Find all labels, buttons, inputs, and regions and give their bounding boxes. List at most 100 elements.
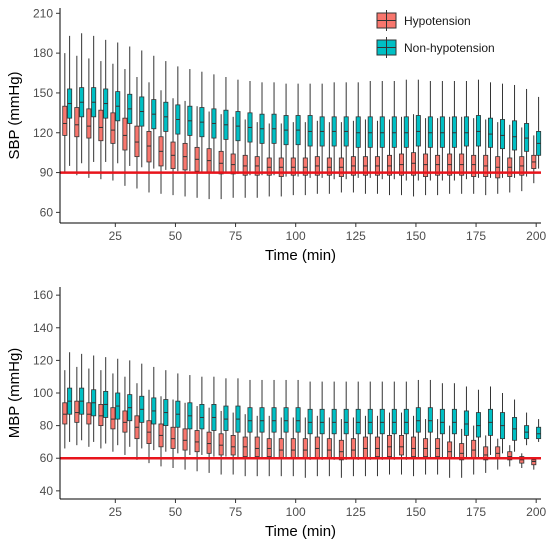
mbp-non-hypotension-box-85 bbox=[259, 407, 265, 433]
mbp-hypotension-box-65 bbox=[206, 431, 212, 454]
sbp-non-hypotension-box-160 bbox=[439, 116, 445, 148]
mbp-hypotension-box-120 bbox=[338, 439, 344, 461]
sbp-hypotension-box-140 bbox=[386, 154, 392, 176]
mbp-hypotension-box-95 bbox=[278, 438, 284, 459]
mbp-x-tick-label-100: 100 bbox=[286, 505, 306, 519]
sbp-y-tick-label-90: 90 bbox=[40, 166, 54, 180]
sbp-hypotension-box-105 bbox=[302, 157, 308, 176]
sbp-x-tick-label-125: 125 bbox=[346, 229, 366, 243]
legend: Hypotension Non-hypotension bbox=[376, 10, 495, 58]
sbp-x-tick-label-175: 175 bbox=[466, 229, 486, 243]
mbp-y-tick-label-140: 140 bbox=[33, 321, 53, 335]
mbp-hypotension-box-15 bbox=[86, 402, 92, 425]
mbp-hypotension-box-90 bbox=[266, 438, 272, 457]
sbp-non-hypotension-box-125 bbox=[355, 116, 361, 148]
mbp-hypotension-box-140 bbox=[386, 434, 392, 457]
mbp-non-hypotension-box-110 bbox=[319, 408, 325, 435]
sbp-hypotension-box-175 bbox=[471, 154, 477, 177]
mbp-y-tick-label-40: 40 bbox=[40, 484, 54, 498]
sbp-hypotension-box-75 bbox=[230, 153, 236, 175]
mbp-non-hypotension-box-140 bbox=[391, 408, 397, 435]
sbp-hypotension-box-90 bbox=[266, 157, 272, 176]
mbp-hypotension-box-150 bbox=[411, 436, 417, 457]
mbp-y-axis-title: MBP (mmHg) bbox=[6, 348, 23, 439]
sbp-x-axis-title: Time (min) bbox=[265, 247, 336, 264]
sbp-y-axis-title: SBP (mmHg) bbox=[6, 71, 23, 159]
sbp-hypotension-box-160 bbox=[435, 154, 441, 176]
sbp-hypotension-box-155 bbox=[423, 153, 429, 177]
sbp-x-tick-label-150: 150 bbox=[406, 229, 426, 243]
sbp-non-hypotension-box-180 bbox=[487, 117, 493, 148]
sbp-non-hypotension-box-195 bbox=[524, 123, 530, 152]
mbp-hypotension-box-5 bbox=[62, 402, 68, 425]
mbp-hypotension-box-20 bbox=[98, 404, 104, 427]
mbp-hypotension-box-190 bbox=[507, 451, 513, 461]
mbp-y-tick-label-100: 100 bbox=[33, 386, 53, 400]
mbp-hypotension-box-50 bbox=[170, 426, 176, 449]
mbp-non-hypotension-box-90 bbox=[271, 407, 277, 433]
sbp-hypotension-box-150 bbox=[411, 152, 417, 176]
sbp-y-tick-label-150: 150 bbox=[33, 86, 53, 100]
mbp-non-hypotension-box-150 bbox=[415, 407, 421, 433]
sbp-x-tick-label-50: 50 bbox=[169, 229, 183, 243]
mbp-x-tick-label-200: 200 bbox=[526, 505, 546, 519]
mbp-hypotension-box-100 bbox=[290, 438, 296, 459]
mbp-non-hypotension-box-105 bbox=[307, 408, 313, 435]
mbp-non-hypotension-box-120 bbox=[343, 408, 349, 435]
sbp-non-hypotension-box-145 bbox=[403, 116, 409, 148]
mbp-hypotension-box-110 bbox=[314, 436, 320, 459]
legend-label-hypotension: Hypotension bbox=[404, 14, 471, 28]
sbp-hypotension-box-70 bbox=[218, 150, 224, 175]
mbp-hypotension-box-75 bbox=[230, 434, 236, 456]
mbp-x-tick-label-50: 50 bbox=[169, 505, 183, 519]
sbp-hypotension-box-35 bbox=[134, 125, 140, 158]
sbp-x-tick-label-25: 25 bbox=[109, 229, 123, 243]
mbp-hypotension-box-55 bbox=[182, 428, 188, 451]
mbp-non-hypotension-box-135 bbox=[379, 408, 385, 435]
sbp-non-hypotension-box-155 bbox=[427, 116, 433, 148]
sbp-non-hypotension-box-150 bbox=[415, 115, 421, 147]
mbp-hypotension-box-70 bbox=[218, 433, 224, 456]
sbp-hypotension-box-25 bbox=[110, 112, 116, 144]
mbp-hypotension-box-175 bbox=[471, 439, 477, 459]
mbp-hypotension-box-160 bbox=[435, 438, 441, 457]
mbp-hypotension-box-170 bbox=[459, 443, 465, 461]
mbp-non-hypotension-box-200 bbox=[536, 426, 542, 440]
sbp-non-hypotension-box-165 bbox=[451, 116, 457, 148]
mbp-hypotension-box-180 bbox=[483, 446, 489, 461]
mbp-hypotension-box-135 bbox=[374, 436, 380, 457]
mbp-non-hypotension-box-175 bbox=[475, 412, 481, 438]
mbp-y-tick-label-160: 160 bbox=[33, 288, 53, 302]
mbp-hypotension-box-85 bbox=[254, 436, 260, 457]
sbp-x-tick-label-200: 200 bbox=[526, 229, 546, 243]
mbp-hypotension-box-200 bbox=[531, 459, 537, 466]
mbp-hypotension-box-155 bbox=[423, 438, 429, 457]
mbp-y-tick-label-60: 60 bbox=[40, 451, 54, 465]
sbp-non-hypotension-box-135 bbox=[379, 116, 385, 148]
mbp-non-hypotension-box-100 bbox=[295, 407, 301, 433]
mbp-x-tick-label-75: 75 bbox=[229, 505, 243, 519]
sbp-non-hypotension-box-175 bbox=[475, 115, 481, 147]
sbp-y-tick-label-60: 60 bbox=[40, 205, 54, 219]
mbp-x-tick-label-175: 175 bbox=[466, 505, 486, 519]
sbp-hypotension-box-10 bbox=[74, 107, 80, 138]
sbp-y-tick-label-180: 180 bbox=[33, 46, 53, 60]
mbp-hypotension-box-105 bbox=[302, 438, 308, 459]
sbp-hypotension-box-80 bbox=[242, 154, 248, 176]
mbp-non-hypotension-box-155 bbox=[427, 407, 433, 433]
sbp-hypotension-box-30 bbox=[122, 117, 128, 151]
mbp-hypotension-box-145 bbox=[399, 434, 405, 456]
mbp-y-tick-label-120: 120 bbox=[33, 353, 53, 367]
sbp-non-hypotension-box-130 bbox=[367, 116, 373, 148]
sbp-non-hypotension-box-105 bbox=[307, 115, 313, 147]
mbp-x-axis-title: Time (min) bbox=[265, 523, 336, 540]
sbp-hypotension-box-100 bbox=[290, 157, 296, 176]
mbp-non-hypotension-box-115 bbox=[331, 408, 337, 435]
mbp-non-hypotension-box-130 bbox=[367, 408, 373, 435]
mbp-hypotension-box-10 bbox=[74, 400, 80, 423]
mbp-non-hypotension-box-170 bbox=[463, 410, 469, 436]
mbp-non-hypotension-box-160 bbox=[439, 408, 445, 435]
mbp-non-hypotension-box-80 bbox=[247, 407, 253, 433]
mbp-non-hypotension-box-95 bbox=[283, 407, 289, 433]
